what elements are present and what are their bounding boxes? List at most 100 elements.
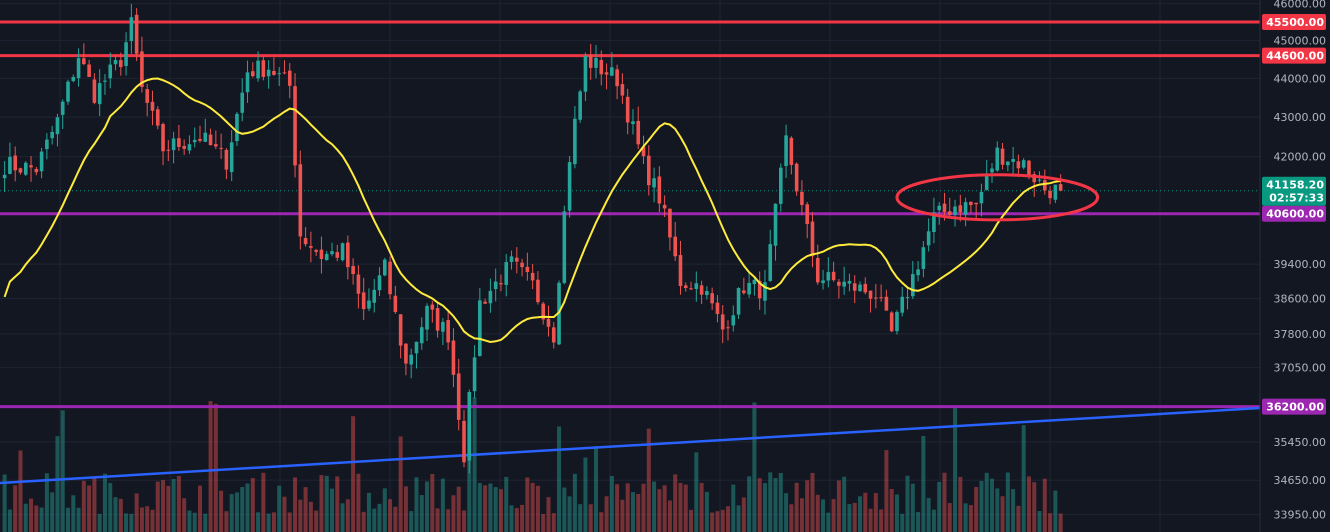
candle-body — [953, 206, 957, 215]
candle-body — [203, 132, 208, 142]
candle-body — [742, 290, 746, 294]
candle-body — [245, 72, 250, 93]
candle-body — [773, 203, 778, 246]
candle-body — [1000, 148, 1005, 165]
volume-bar — [741, 497, 746, 532]
candle-body — [668, 208, 672, 238]
candle-body — [995, 147, 1000, 171]
volume-bar — [868, 508, 873, 532]
volume-bar — [372, 508, 377, 532]
volume-bar — [87, 485, 92, 532]
current-price-label: 41158.20 — [1266, 179, 1324, 192]
candle-body — [567, 162, 572, 211]
candle-body — [610, 67, 614, 76]
volume-bar — [562, 487, 567, 532]
volume-bar — [858, 496, 862, 532]
candle-body — [145, 89, 149, 103]
candle-body — [229, 142, 234, 173]
highlight-ellipse[interactable] — [895, 173, 1100, 222]
candle-body — [588, 55, 593, 68]
horizontal-levels[interactable] — [0, 20, 1260, 409]
level-tag-label: 36200.00 — [1266, 401, 1324, 414]
candle-body — [821, 280, 825, 284]
candle-body — [356, 274, 361, 294]
volume-bar — [894, 494, 899, 532]
candle-body — [837, 281, 841, 286]
candle-body — [631, 121, 635, 125]
price-tick-label: 37050.00 — [1274, 362, 1327, 375]
candle-body — [779, 167, 783, 204]
candle-body — [182, 146, 186, 149]
candle-body — [493, 281, 498, 290]
candle-body — [293, 86, 297, 166]
volume-bar — [150, 509, 155, 532]
price-axis[interactable]: 46000.00 45000.00 44000.00 43000.00 42000.00… — [1259, 0, 1330, 532]
candle-body — [710, 293, 714, 304]
volume-bar — [340, 503, 345, 532]
volume-bar — [910, 483, 915, 532]
volume-bar — [900, 513, 905, 532]
volume-bar — [979, 480, 984, 532]
candle-body — [134, 14, 139, 54]
candle-body — [673, 236, 677, 257]
volume-bar — [351, 416, 356, 532]
candle-body — [831, 271, 836, 281]
candle-body — [71, 76, 76, 82]
volume-bar — [689, 509, 694, 532]
volume-bar — [298, 499, 303, 532]
candle-body — [87, 64, 91, 77]
volume-bar — [704, 491, 709, 532]
volume-bar — [382, 488, 387, 532]
candle-body — [287, 70, 292, 86]
volume-bar — [171, 478, 176, 532]
candle-body — [150, 101, 155, 111]
volume-bar — [113, 497, 118, 532]
candle-body — [441, 321, 445, 332]
volume-bar — [250, 478, 255, 532]
candle-body — [97, 83, 102, 105]
candle-body — [1048, 190, 1052, 199]
volume-bar — [256, 512, 261, 532]
volume-bar — [166, 485, 171, 532]
volume-bar — [97, 513, 102, 532]
volume-bar — [245, 483, 250, 532]
price-tags: 45500.00 44600.00 40600.00 36200.00 41158.20… — [1262, 14, 1326, 415]
candle-body — [937, 205, 941, 211]
candle-body — [815, 257, 820, 283]
volume-bar — [905, 475, 910, 532]
volume-bar — [673, 474, 678, 532]
candle-body — [488, 290, 493, 304]
candle-body — [620, 84, 625, 96]
volume-bar — [1053, 490, 1058, 532]
candle-body — [852, 283, 857, 291]
candle-body — [921, 247, 926, 269]
volume-bar — [541, 513, 546, 532]
candle-body — [456, 373, 461, 420]
candle-body — [430, 304, 435, 310]
candle-body — [155, 109, 160, 126]
candle-body — [847, 280, 852, 284]
trendline[interactable] — [0, 406, 1261, 485]
candle-body — [604, 72, 609, 75]
volume-bar — [953, 407, 958, 532]
candle-body — [1032, 174, 1037, 183]
candle-body — [330, 251, 334, 255]
candle-body — [551, 327, 556, 343]
volume-bar — [810, 472, 815, 532]
volume-bar — [942, 472, 947, 532]
candle-body — [108, 64, 113, 79]
price-tick-label: 39400.00 — [1274, 258, 1327, 271]
candle-body — [911, 274, 915, 297]
candle-body — [1058, 184, 1063, 191]
candle-body — [76, 58, 81, 79]
volume-bar — [731, 484, 736, 532]
candle-body — [50, 131, 54, 139]
candle-body — [874, 297, 878, 299]
volume-bar — [440, 478, 445, 532]
candle-body — [763, 282, 767, 301]
candle-body — [599, 59, 604, 75]
candle-body — [235, 113, 239, 142]
candle-body — [715, 302, 720, 315]
